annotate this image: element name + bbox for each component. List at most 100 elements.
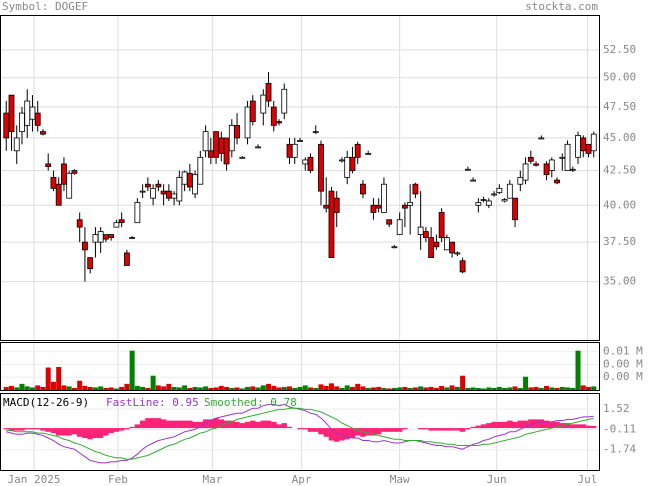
candle-body: [449, 241, 456, 254]
histogram-bar: [496, 421, 503, 429]
histogram-bar: [166, 420, 172, 429]
volume-bar: [113, 388, 119, 390]
volume-bar: [465, 387, 471, 390]
histogram-bar: [103, 428, 109, 436]
candle-body: [76, 219, 83, 228]
histogram-bar: [517, 420, 524, 429]
volume-bar: [281, 386, 287, 390]
candle-body: [40, 131, 46, 135]
candle-body: [402, 204, 408, 209]
volume-bar: [502, 387, 508, 390]
volume-bar: [134, 385, 140, 390]
volume-bar: [423, 387, 429, 390]
candle-body: [564, 143, 571, 172]
y-tick-label: -1.74: [603, 443, 636, 456]
volume-bar: [575, 350, 581, 390]
histogram-bar: [538, 419, 544, 429]
histogram-bar: [507, 420, 513, 429]
candle-body: [192, 174, 198, 195]
volume-bar: [66, 386, 72, 390]
volume-bar: [213, 387, 219, 390]
candle-body: [66, 172, 73, 199]
volume-bar: [56, 367, 62, 390]
volume-bar: [559, 386, 565, 390]
volume-bar: [586, 386, 592, 390]
candle-body: [171, 193, 178, 199]
candle-body: [286, 143, 293, 158]
volume-bar: [71, 387, 77, 390]
histogram-bar: [402, 428, 408, 430]
candle-body: [181, 171, 188, 185]
candle-body: [459, 260, 466, 273]
candle-body: [527, 156, 534, 162]
macd-line: [6, 407, 594, 460]
volume-bar: [255, 387, 261, 390]
volume-bar: [591, 386, 597, 390]
volume-bar: [187, 387, 193, 390]
candle-body: [150, 187, 157, 199]
candle-body: [3, 112, 10, 139]
candle-body: [160, 190, 167, 195]
candle-body: [139, 190, 146, 193]
histogram-bar: [344, 428, 350, 440]
histogram-bar: [297, 428, 303, 430]
candle-body: [260, 94, 267, 114]
candle-body: [585, 143, 592, 154]
histogram-bar: [428, 428, 434, 431]
candle-body: [375, 204, 382, 209]
candle-body: [19, 112, 25, 133]
volume-bar: [14, 387, 20, 390]
y-tick-label: 35.00: [603, 275, 636, 288]
histogram-bar: [97, 428, 104, 439]
candle-body: [244, 106, 251, 139]
histogram-bar: [307, 428, 314, 432]
candle-body: [575, 134, 581, 158]
candle-body: [234, 124, 240, 139]
histogram-bar: [444, 428, 450, 431]
candle-body: [533, 163, 539, 166]
histogram-bar: [423, 428, 429, 430]
volume-bar: [580, 385, 586, 390]
macd-title: MACD(12-26-9): [3, 396, 89, 409]
histogram-bar: [82, 428, 88, 439]
legend-entry: Smoothed: 0.78: [204, 396, 297, 409]
histogram-bar: [181, 420, 188, 429]
candle-body: [396, 219, 403, 235]
candle-body: [333, 197, 340, 213]
histogram-bar: [35, 428, 41, 430]
price-frame: [0, 15, 600, 341]
volume-bar: [433, 387, 439, 390]
histogram-bar: [564, 423, 571, 429]
candle-body: [103, 234, 109, 240]
candle-body: [176, 176, 183, 202]
histogram-bar: [438, 428, 445, 431]
histogram-bar: [486, 423, 492, 429]
histogram-bar: [124, 428, 130, 430]
histogram-bar: [197, 421, 204, 429]
volume-bar: [328, 383, 334, 390]
volume-bar: [481, 388, 487, 390]
candle-body: [475, 202, 482, 206]
volume-bar: [145, 387, 151, 390]
volume-bar: [460, 375, 466, 390]
volume-bar: [203, 386, 209, 390]
candle-body: [228, 124, 235, 152]
candle-body: [265, 83, 272, 102]
candle-body: [480, 199, 487, 201]
histogram-bar: [45, 428, 51, 432]
candle-body: [454, 252, 461, 255]
candle-body: [464, 168, 471, 171]
histogram-bar: [323, 428, 329, 437]
histogram-bar: [176, 420, 183, 429]
volume-bar: [402, 386, 408, 390]
histogram-bar: [56, 428, 62, 436]
histogram-bar: [260, 420, 266, 429]
histogram-bar: [491, 421, 497, 429]
x-tick-label: Jul: [578, 473, 598, 486]
candle-body: [422, 231, 429, 238]
volume-bar: [323, 385, 329, 390]
volume-bar: [92, 387, 98, 390]
histogram-bar: [417, 428, 424, 430]
volume-bar: [412, 387, 418, 390]
histogram-bar: [150, 418, 156, 429]
